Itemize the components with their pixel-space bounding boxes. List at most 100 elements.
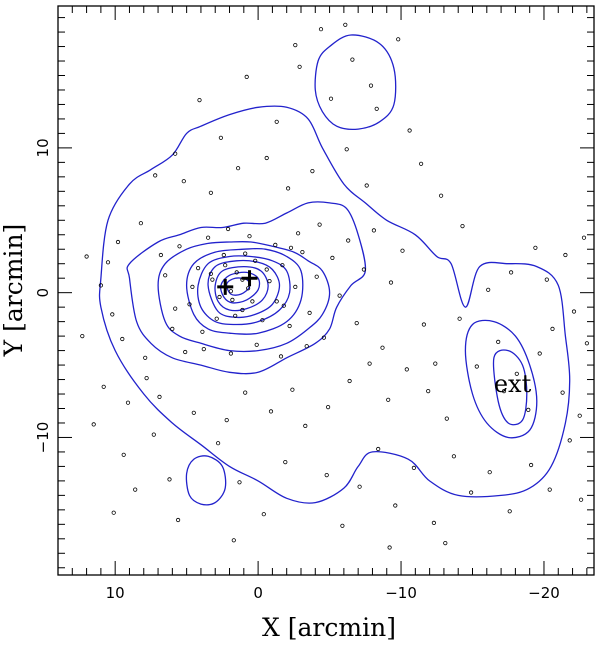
contour-level-7	[214, 265, 269, 312]
data-point	[176, 517, 181, 523]
data-point	[368, 83, 374, 88]
data-point	[101, 384, 106, 389]
data-point	[285, 186, 291, 191]
plot-frame	[57, 5, 595, 576]
data-point	[293, 42, 298, 48]
data-point	[404, 367, 409, 372]
data-point	[247, 234, 252, 239]
data-point	[343, 22, 348, 27]
data-point	[287, 323, 292, 329]
data-point	[273, 242, 278, 247]
data-point	[181, 179, 186, 184]
data-point	[528, 462, 534, 468]
data-point	[231, 538, 236, 543]
data-point	[526, 407, 531, 412]
data-point	[208, 190, 213, 195]
data-point	[183, 349, 188, 355]
data-point	[224, 417, 229, 423]
data-point	[514, 371, 519, 376]
data-point	[304, 344, 309, 349]
data-point	[578, 497, 584, 502]
data-point	[246, 286, 251, 291]
cross-marker-layer	[217, 270, 258, 295]
data-point	[438, 193, 444, 198]
data-point	[237, 480, 242, 485]
data-point	[444, 416, 449, 421]
data-point	[138, 221, 143, 226]
data-point	[200, 329, 205, 334]
data-point	[120, 336, 125, 342]
data-point	[433, 361, 438, 366]
contour-level-1	[98, 105, 571, 504]
data-point	[260, 318, 265, 323]
data-point	[571, 309, 577, 314]
data-point	[550, 326, 555, 331]
data-point	[581, 235, 587, 240]
data-point	[274, 119, 279, 124]
data-point	[400, 248, 405, 253]
data-point	[264, 267, 269, 272]
data-point	[361, 267, 366, 272]
data-point	[98, 283, 104, 288]
data-point	[283, 459, 288, 465]
data-point	[228, 351, 233, 356]
data-point	[508, 270, 514, 275]
data-point	[133, 487, 138, 492]
y-tick-label: −10	[34, 422, 52, 454]
data-point	[177, 244, 182, 249]
data-point	[91, 422, 96, 427]
data-point	[240, 307, 245, 313]
data-point	[421, 322, 426, 327]
data-point	[201, 346, 206, 352]
x-tick-label: 10	[106, 584, 125, 602]
data-point	[261, 512, 266, 517]
data-point	[486, 287, 491, 292]
data-point	[533, 245, 538, 250]
data-point	[230, 297, 235, 302]
data-point	[350, 57, 355, 62]
data-point	[407, 128, 412, 133]
data-point	[196, 265, 201, 271]
data-point	[111, 510, 116, 515]
data-point	[290, 387, 295, 392]
contour-level-2	[126, 201, 367, 375]
y-tick-label: 10	[34, 138, 52, 157]
data-point	[337, 293, 342, 298]
data-point	[537, 351, 542, 356]
contour-level-8	[220, 271, 261, 304]
data-point	[496, 339, 501, 344]
data-point	[253, 258, 258, 263]
data-point	[206, 235, 211, 240]
data-point	[216, 441, 221, 446]
data-point	[121, 452, 126, 457]
contour-level-3	[157, 240, 331, 353]
data-point	[167, 477, 172, 482]
data-point	[295, 231, 301, 236]
x-tick-label: −10	[385, 584, 417, 602]
point-layer	[80, 22, 590, 550]
data-point	[173, 306, 178, 311]
data-point	[268, 409, 274, 414]
data-point	[411, 465, 416, 470]
data-point	[208, 271, 213, 276]
data-point	[187, 302, 192, 307]
data-point	[418, 161, 424, 166]
tick-layer: 10 0 −10 −20 10 0 −10	[34, 6, 594, 602]
data-point	[386, 397, 391, 402]
data-point	[547, 487, 552, 492]
data-point	[153, 173, 158, 178]
data-point	[344, 147, 349, 152]
data-point	[190, 284, 195, 289]
data-point	[388, 280, 394, 285]
data-point	[314, 274, 319, 279]
data-point	[288, 245, 294, 250]
contour-level-5	[196, 255, 291, 326]
data-point	[297, 64, 302, 69]
data-point	[264, 155, 269, 161]
data-point	[157, 394, 162, 399]
data-point	[501, 388, 507, 394]
data-point	[300, 250, 305, 255]
data-point	[236, 166, 241, 171]
data-point	[376, 446, 381, 452]
